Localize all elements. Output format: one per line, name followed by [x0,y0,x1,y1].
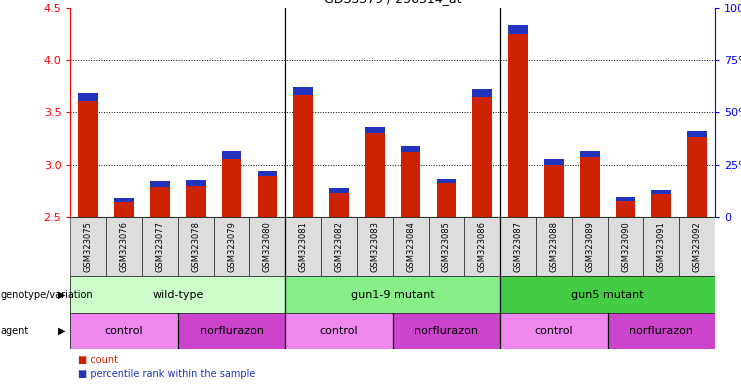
Bar [401,146,420,152]
Bar [329,193,349,217]
Text: GSM323090: GSM323090 [621,221,630,272]
Bar [70,276,285,313]
Text: GSM323075: GSM323075 [84,221,93,272]
Text: norflurazon: norflurazon [414,326,479,336]
Text: GSM323079: GSM323079 [227,221,236,272]
Text: gun5 mutant: gun5 mutant [571,290,644,300]
Text: GSM323078: GSM323078 [191,221,200,272]
Bar [688,137,707,217]
Bar [329,188,349,193]
Text: GSM323077: GSM323077 [156,221,165,272]
Title: GDS3379 / 256314_at: GDS3379 / 256314_at [324,0,462,5]
Bar [213,217,250,276]
Bar [393,217,428,276]
Bar [651,190,671,194]
Bar [186,185,205,217]
Text: genotype/variation: genotype/variation [1,290,93,300]
Text: ■ count: ■ count [78,356,118,366]
Text: gun1-9 mutant: gun1-9 mutant [350,290,435,300]
Bar [651,194,671,217]
Bar [79,101,98,217]
Bar [106,217,142,276]
Bar [285,276,500,313]
Bar [222,159,242,217]
Text: GSM323088: GSM323088 [549,221,559,272]
Text: control: control [319,326,359,336]
Text: ▶: ▶ [58,326,65,336]
Text: agent: agent [1,326,29,336]
Bar [688,131,707,137]
Bar [608,217,643,276]
Text: wild-type: wild-type [152,290,204,300]
Text: GSM323089: GSM323089 [585,221,594,272]
Text: GSM323085: GSM323085 [442,221,451,272]
Bar [436,179,456,184]
Text: GSM323084: GSM323084 [406,221,415,272]
Text: GSM323087: GSM323087 [514,221,522,272]
Bar [580,151,599,157]
Bar [293,94,313,217]
Bar [473,89,492,97]
Text: norflurazon: norflurazon [629,326,694,336]
Bar [142,217,178,276]
Bar [357,217,393,276]
Bar [285,217,321,276]
Text: GSM323080: GSM323080 [263,221,272,272]
Text: norflurazon: norflurazon [199,326,264,336]
Bar [285,313,393,349]
Bar [500,276,715,313]
Bar [500,313,608,349]
Text: control: control [534,326,574,336]
Bar [365,133,385,217]
Text: GSM323082: GSM323082 [334,221,344,272]
Bar [70,313,178,349]
Bar [580,157,599,217]
Bar [114,198,134,202]
Bar [643,217,679,276]
Bar [258,176,277,217]
Bar [536,217,572,276]
Bar [572,217,608,276]
Bar [150,181,170,187]
Text: ▶: ▶ [58,290,65,300]
Bar [508,25,528,34]
Bar [70,217,106,276]
Bar [544,159,564,165]
Bar [393,313,500,349]
Bar [401,152,420,217]
Bar [222,151,242,159]
Text: GSM323083: GSM323083 [370,221,379,272]
Bar [436,184,456,217]
Bar [79,93,98,101]
Text: GSM323076: GSM323076 [119,221,129,272]
Bar [293,87,313,94]
Bar [365,127,385,133]
Bar [428,217,465,276]
Bar [508,34,528,217]
Bar [544,165,564,217]
Text: ■ percentile rank within the sample: ■ percentile rank within the sample [78,369,255,379]
Bar [150,187,170,217]
Bar [616,197,635,201]
Bar [473,97,492,217]
Text: GSM323081: GSM323081 [299,221,308,272]
Bar [114,202,134,217]
Bar [608,313,715,349]
Bar [186,180,205,185]
Text: GSM323091: GSM323091 [657,221,666,272]
Bar [616,201,635,217]
Text: GSM323086: GSM323086 [478,221,487,272]
Text: control: control [104,326,144,336]
Bar [321,217,357,276]
Bar [465,217,500,276]
Bar [258,171,277,176]
Bar [178,313,285,349]
Bar [679,217,715,276]
Bar [178,217,213,276]
Bar [500,217,536,276]
Text: GSM323092: GSM323092 [693,221,702,272]
Bar [250,217,285,276]
